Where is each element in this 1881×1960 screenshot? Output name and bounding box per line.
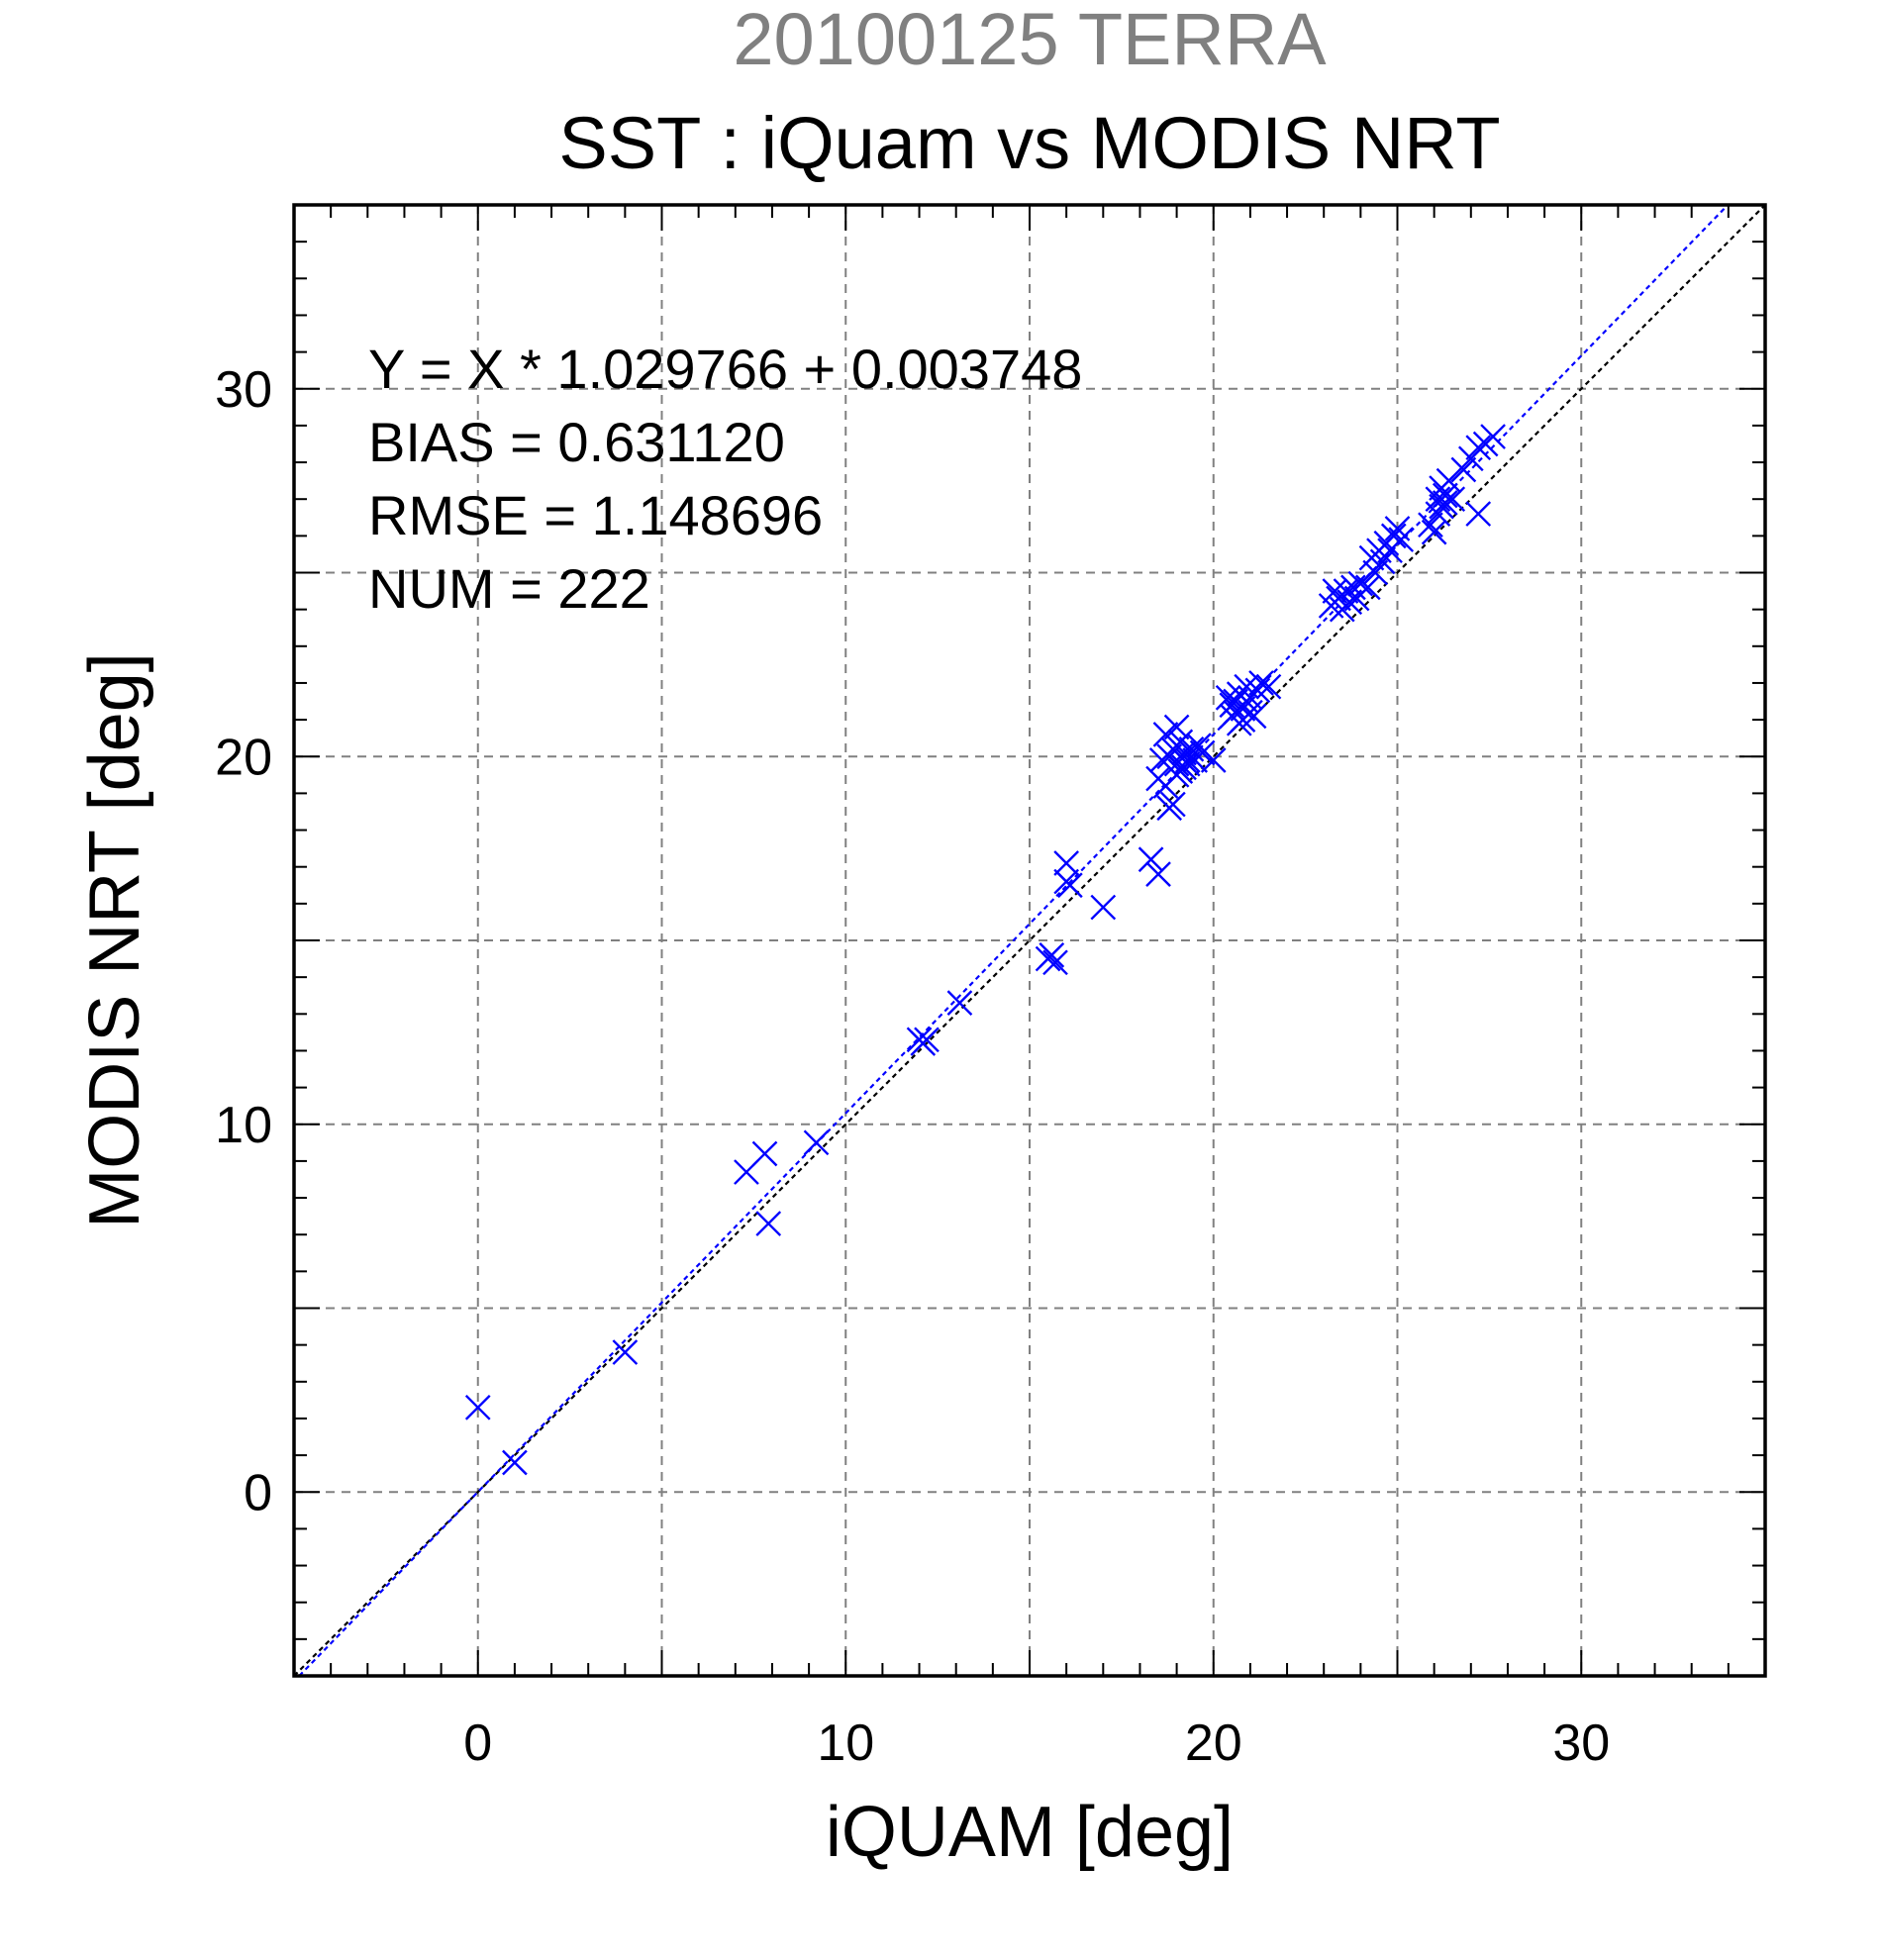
data-point	[1248, 670, 1274, 696]
data-point	[1039, 942, 1065, 968]
data-point	[1380, 523, 1407, 549]
data-point	[946, 990, 973, 1017]
data-point	[1347, 570, 1374, 597]
stats-annotation: Y = X * 1.029766 + 0.003748 BIAS = 0.631…	[368, 338, 1082, 620]
reference-lines	[293, 204, 1766, 1677]
data-point	[751, 1140, 778, 1167]
data-point	[914, 1027, 940, 1053]
data-point	[1042, 949, 1068, 976]
data-point	[1230, 696, 1256, 722]
y-tick-label: 20	[215, 729, 272, 786]
data-point	[803, 1129, 830, 1156]
data-point	[1336, 589, 1363, 616]
data-point	[1138, 846, 1164, 873]
data-point	[1240, 703, 1267, 730]
y-axis-label: MODIS NRT [deg]	[75, 652, 154, 1228]
data-point	[1432, 482, 1458, 509]
data-point	[1090, 894, 1117, 921]
data-point	[1480, 424, 1506, 449]
plot-frame	[292, 203, 1767, 1678]
data-point	[1160, 791, 1186, 818]
data-point	[502, 1449, 528, 1476]
data-point	[755, 1211, 782, 1236]
data-points	[464, 424, 1506, 1476]
tick-labels: 0 10 20 30 0 10 20 30	[215, 361, 1610, 1772]
data-point	[1163, 714, 1190, 740]
chart-subtitle: SST : iQuam vs MODIS NRT	[558, 102, 1500, 184]
data-point	[464, 1394, 491, 1421]
data-point	[1432, 490, 1458, 516]
chart-title: 20100125 TERRA	[733, 0, 1327, 80]
data-point	[1388, 527, 1415, 552]
x-axis-label: iQUAM [deg]	[826, 1793, 1234, 1872]
data-point	[1465, 435, 1492, 461]
y-tick-label: 10	[215, 1097, 272, 1154]
data-point	[1189, 739, 1216, 766]
data-point	[1418, 512, 1443, 539]
x-tick-label: 30	[1552, 1715, 1610, 1772]
data-point	[1057, 872, 1083, 899]
data-point	[1145, 861, 1171, 887]
num-label: NUM = 222	[368, 557, 650, 620]
fit-line	[298, 204, 1730, 1677]
data-point	[1174, 750, 1201, 777]
x-tick-label: 0	[463, 1715, 492, 1772]
data-point	[612, 1339, 639, 1365]
data-point	[1450, 456, 1477, 483]
bias-label: BIAS = 0.631120	[368, 411, 785, 473]
data-point	[1200, 747, 1227, 773]
rmse-label: RMSE = 1.148696	[368, 484, 823, 546]
x-tick-label: 10	[817, 1715, 874, 1772]
data-point	[1053, 850, 1079, 876]
y-tick-label: 0	[244, 1464, 272, 1521]
data-point	[1362, 559, 1389, 586]
data-point	[1465, 501, 1492, 527]
fit-equation-label: Y = X * 1.029766 + 0.003748	[368, 338, 1082, 400]
data-point	[1255, 673, 1282, 700]
grid-lines	[294, 205, 1765, 1676]
x-tick-label: 20	[1185, 1715, 1242, 1772]
data-point	[1354, 574, 1381, 601]
data-point	[1439, 486, 1466, 513]
y-tick-label: 30	[215, 361, 272, 419]
